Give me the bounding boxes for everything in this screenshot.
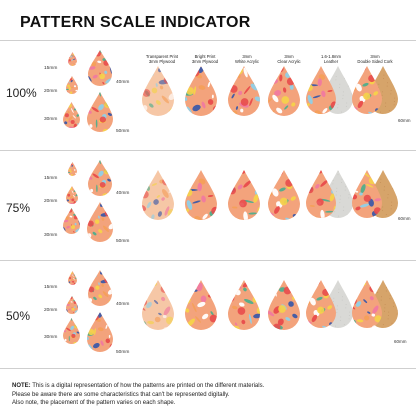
- floral-earring: [352, 66, 382, 114]
- floral-earring: [63, 102, 80, 128]
- size-label: 15mm: [44, 66, 58, 71]
- floral-earring: [66, 76, 78, 94]
- column-header: 1.6-1.8mm Leather: [320, 54, 341, 64]
- size-label: 30mm: [44, 233, 58, 238]
- floral-earring: [268, 280, 300, 330]
- floral-earring: [63, 318, 80, 344]
- floral-earring: [87, 202, 113, 242]
- scale-label-75: 75%: [6, 201, 31, 215]
- side-size-label: 60mm: [398, 216, 411, 221]
- floral-earring: [228, 66, 260, 116]
- size-label: 20mm: [44, 308, 58, 313]
- note: NOTE: This is a digital representation o…: [12, 383, 265, 407]
- floral-earring: [66, 296, 78, 314]
- divider: [0, 260, 416, 261]
- side-size-label: 60mm: [398, 118, 411, 123]
- floral-earring: [185, 280, 217, 330]
- floral-earring: [142, 280, 174, 330]
- floral-earring: [352, 280, 382, 328]
- floral-earring: [142, 170, 174, 220]
- scale-label-50: 50%: [6, 309, 31, 323]
- size-label: 40mm: [116, 80, 130, 85]
- floral-earring: [87, 312, 113, 352]
- floral-earring: [68, 162, 77, 176]
- size-label: 20mm: [44, 199, 58, 204]
- floral-earring: [88, 160, 112, 196]
- floral-earring: [63, 208, 80, 234]
- column-header: 3mm Clear Acrylic: [277, 54, 301, 64]
- floral-earring: [68, 52, 77, 66]
- floral-earring: [88, 270, 112, 306]
- floral-earring: [66, 186, 78, 204]
- divider: [0, 40, 416, 41]
- size-label: 50mm: [116, 350, 130, 355]
- size-label: 30mm: [44, 117, 58, 122]
- column-header: 3mm White Acrylic: [235, 54, 259, 64]
- size-label: 40mm: [116, 191, 130, 196]
- side-size-label: 60mm: [394, 339, 407, 344]
- floral-earring: [306, 66, 336, 114]
- scale-label-100: 100%: [6, 86, 37, 100]
- floral-earring: [268, 170, 300, 220]
- floral-earring: [228, 170, 260, 220]
- size-label: 30mm: [44, 335, 58, 340]
- floral-earring: [88, 50, 112, 86]
- size-label: 40mm: [116, 302, 130, 307]
- floral-earring: [352, 170, 382, 218]
- size-label: 20mm: [44, 89, 58, 94]
- floral-earring: [228, 280, 260, 330]
- floral-earring: [306, 170, 336, 218]
- floral-earring: [185, 170, 217, 220]
- size-label: 15mm: [44, 176, 58, 181]
- floral-earring: [185, 66, 217, 116]
- divider: [0, 368, 416, 369]
- floral-earring: [142, 66, 174, 116]
- floral-earring: [87, 92, 113, 132]
- floral-earring: [306, 280, 336, 328]
- page-title: PATTERN SCALE INDICATOR: [20, 14, 251, 31]
- column-header: Transparent Print 3mm Plywood: [145, 54, 179, 64]
- size-label: 50mm: [116, 129, 130, 134]
- column-header: Bright Print 3mm Plywood: [191, 54, 219, 64]
- floral-earring: [268, 66, 300, 116]
- divider: [0, 150, 416, 151]
- size-label: 15mm: [44, 285, 58, 290]
- floral-earring: [68, 271, 77, 285]
- size-label: 50mm: [116, 239, 130, 244]
- column-header: 3mm Double Sided Cork: [357, 54, 393, 64]
